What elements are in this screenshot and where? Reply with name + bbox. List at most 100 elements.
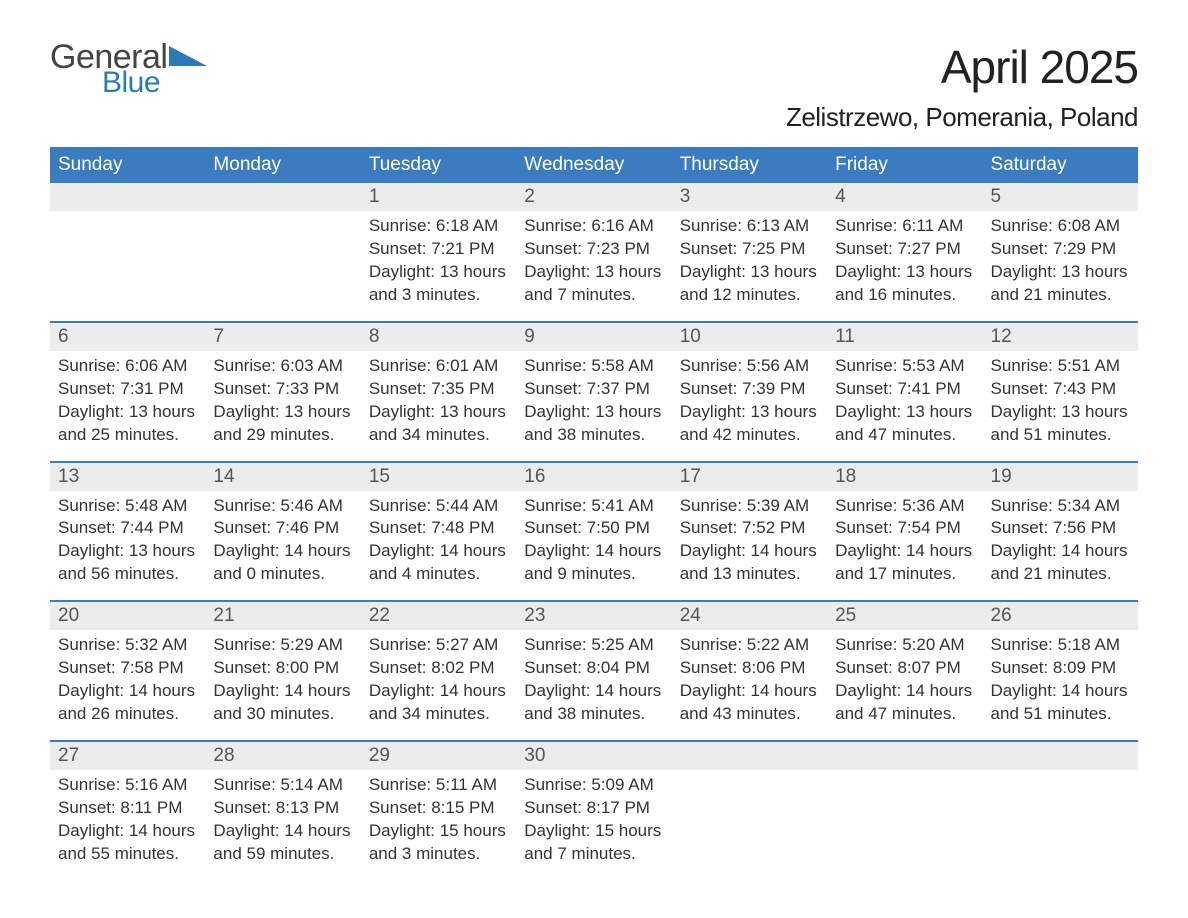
day-body: Sunrise: 5:41 AMSunset: 7:50 PMDaylight:…: [516, 491, 671, 587]
sunrise-line: Sunrise: 6:13 AM: [680, 215, 819, 238]
day-body: Sunrise: 5:51 AMSunset: 7:43 PMDaylight:…: [983, 351, 1138, 447]
day-empty: [205, 183, 360, 321]
day-cell: 25Sunrise: 5:20 AMSunset: 8:07 PMDayligh…: [827, 602, 982, 740]
day-body: Sunrise: 5:20 AMSunset: 8:07 PMDaylight:…: [827, 630, 982, 726]
sunrise-line: Sunrise: 5:34 AM: [991, 495, 1130, 518]
daylight-line: Daylight: 13 hours and 29 minutes.: [213, 401, 352, 447]
day-number: 12: [983, 323, 1138, 351]
sunset-line: Sunset: 7:29 PM: [991, 238, 1130, 261]
sunset-line: Sunset: 8:04 PM: [524, 657, 663, 680]
day-number: 1: [361, 183, 516, 211]
sunset-line: Sunset: 7:23 PM: [524, 238, 663, 261]
day-cell: 17Sunrise: 5:39 AMSunset: 7:52 PMDayligh…: [672, 463, 827, 601]
day-body: Sunrise: 5:34 AMSunset: 7:56 PMDaylight:…: [983, 491, 1138, 587]
day-cell: 28Sunrise: 5:14 AMSunset: 8:13 PMDayligh…: [205, 742, 360, 880]
day-body: [50, 211, 205, 215]
sunrise-line: Sunrise: 6:03 AM: [213, 355, 352, 378]
daylight-line: Daylight: 14 hours and 30 minutes.: [213, 680, 352, 726]
day-number: 11: [827, 323, 982, 351]
day-cell: 12Sunrise: 5:51 AMSunset: 7:43 PMDayligh…: [983, 323, 1138, 461]
day-number: 25: [827, 602, 982, 630]
day-number: 7: [205, 323, 360, 351]
day-number: 24: [672, 602, 827, 630]
daylight-line: Daylight: 13 hours and 21 minutes.: [991, 261, 1130, 307]
week-row: 13Sunrise: 5:48 AMSunset: 7:44 PMDayligh…: [50, 461, 1138, 601]
sunrise-line: Sunrise: 5:53 AM: [835, 355, 974, 378]
sunrise-line: Sunrise: 5:51 AM: [991, 355, 1130, 378]
day-cell: 22Sunrise: 5:27 AMSunset: 8:02 PMDayligh…: [361, 602, 516, 740]
sunset-line: Sunset: 7:52 PM: [680, 517, 819, 540]
day-empty: [827, 742, 982, 880]
sunset-line: Sunset: 7:21 PM: [369, 238, 508, 261]
daylight-line: Daylight: 15 hours and 7 minutes.: [524, 820, 663, 866]
daylight-line: Daylight: 13 hours and 16 minutes.: [835, 261, 974, 307]
sunrise-line: Sunrise: 6:06 AM: [58, 355, 197, 378]
day-cell: 20Sunrise: 5:32 AMSunset: 7:58 PMDayligh…: [50, 602, 205, 740]
sunset-line: Sunset: 7:46 PM: [213, 517, 352, 540]
day-number: 10: [672, 323, 827, 351]
logo: General Blue: [50, 40, 207, 98]
day-body: [672, 770, 827, 774]
day-body: Sunrise: 5:14 AMSunset: 8:13 PMDaylight:…: [205, 770, 360, 866]
weekday-tuesday: Tuesday: [361, 147, 516, 183]
weekday-thursday: Thursday: [672, 147, 827, 183]
sunrise-line: Sunrise: 5:27 AM: [369, 634, 508, 657]
sunset-line: Sunset: 8:09 PM: [991, 657, 1130, 680]
day-cell: 14Sunrise: 5:46 AMSunset: 7:46 PMDayligh…: [205, 463, 360, 601]
sunset-line: Sunset: 8:15 PM: [369, 797, 508, 820]
sunrise-line: Sunrise: 5:20 AM: [835, 634, 974, 657]
daylight-line: Daylight: 13 hours and 12 minutes.: [680, 261, 819, 307]
day-number: 9: [516, 323, 671, 351]
day-number: 20: [50, 602, 205, 630]
day-number: 19: [983, 463, 1138, 491]
day-empty: [983, 742, 1138, 880]
sunrise-line: Sunrise: 5:46 AM: [213, 495, 352, 518]
day-body: Sunrise: 5:27 AMSunset: 8:02 PMDaylight:…: [361, 630, 516, 726]
day-number: [50, 183, 205, 211]
sunset-line: Sunset: 7:27 PM: [835, 238, 974, 261]
day-number: 8: [361, 323, 516, 351]
day-number: 21: [205, 602, 360, 630]
sunset-line: Sunset: 7:43 PM: [991, 378, 1130, 401]
day-number: 4: [827, 183, 982, 211]
sunrise-line: Sunrise: 6:11 AM: [835, 215, 974, 238]
sunset-line: Sunset: 7:33 PM: [213, 378, 352, 401]
sunset-line: Sunset: 8:00 PM: [213, 657, 352, 680]
daylight-line: Daylight: 15 hours and 3 minutes.: [369, 820, 508, 866]
sunrise-line: Sunrise: 6:16 AM: [524, 215, 663, 238]
sunset-line: Sunset: 7:37 PM: [524, 378, 663, 401]
day-body: Sunrise: 5:48 AMSunset: 7:44 PMDaylight:…: [50, 491, 205, 587]
day-body: [827, 770, 982, 774]
day-cell: 7 Sunrise: 6:03 AMSunset: 7:33 PMDaylight…: [205, 323, 360, 461]
day-number: 16: [516, 463, 671, 491]
daylight-line: Daylight: 14 hours and 0 minutes.: [213, 540, 352, 586]
day-number: 3: [672, 183, 827, 211]
sunset-line: Sunset: 8:11 PM: [58, 797, 197, 820]
day-cell: 11Sunrise: 5:53 AMSunset: 7:41 PMDayligh…: [827, 323, 982, 461]
title-block: April 2025 Zelistrzewo, Pomerania, Polan…: [786, 40, 1138, 133]
day-body: Sunrise: 6:16 AMSunset: 7:23 PMDaylight:…: [516, 211, 671, 307]
day-number: [983, 742, 1138, 770]
day-cell: 10Sunrise: 5:56 AMSunset: 7:39 PMDayligh…: [672, 323, 827, 461]
daylight-line: Daylight: 13 hours and 56 minutes.: [58, 540, 197, 586]
daylight-line: Daylight: 13 hours and 34 minutes.: [369, 401, 508, 447]
day-body: Sunrise: 5:58 AMSunset: 7:37 PMDaylight:…: [516, 351, 671, 447]
weekday-monday: Monday: [205, 147, 360, 183]
daylight-line: Daylight: 13 hours and 38 minutes.: [524, 401, 663, 447]
day-cell: 23Sunrise: 5:25 AMSunset: 8:04 PMDayligh…: [516, 602, 671, 740]
sunset-line: Sunset: 8:07 PM: [835, 657, 974, 680]
daylight-line: Daylight: 14 hours and 38 minutes.: [524, 680, 663, 726]
sunrise-line: Sunrise: 5:39 AM: [680, 495, 819, 518]
day-body: Sunrise: 6:08 AMSunset: 7:29 PMDaylight:…: [983, 211, 1138, 307]
day-number: 27: [50, 742, 205, 770]
day-cell: 13Sunrise: 5:48 AMSunset: 7:44 PMDayligh…: [50, 463, 205, 601]
day-number: 2: [516, 183, 671, 211]
daylight-line: Daylight: 13 hours and 7 minutes.: [524, 261, 663, 307]
sunset-line: Sunset: 7:41 PM: [835, 378, 974, 401]
day-body: Sunrise: 5:11 AMSunset: 8:15 PMDaylight:…: [361, 770, 516, 866]
sunset-line: Sunset: 7:50 PM: [524, 517, 663, 540]
daylight-line: Daylight: 14 hours and 9 minutes.: [524, 540, 663, 586]
day-body: Sunrise: 5:53 AMSunset: 7:41 PMDaylight:…: [827, 351, 982, 447]
sunset-line: Sunset: 7:31 PM: [58, 378, 197, 401]
sunset-line: Sunset: 7:44 PM: [58, 517, 197, 540]
